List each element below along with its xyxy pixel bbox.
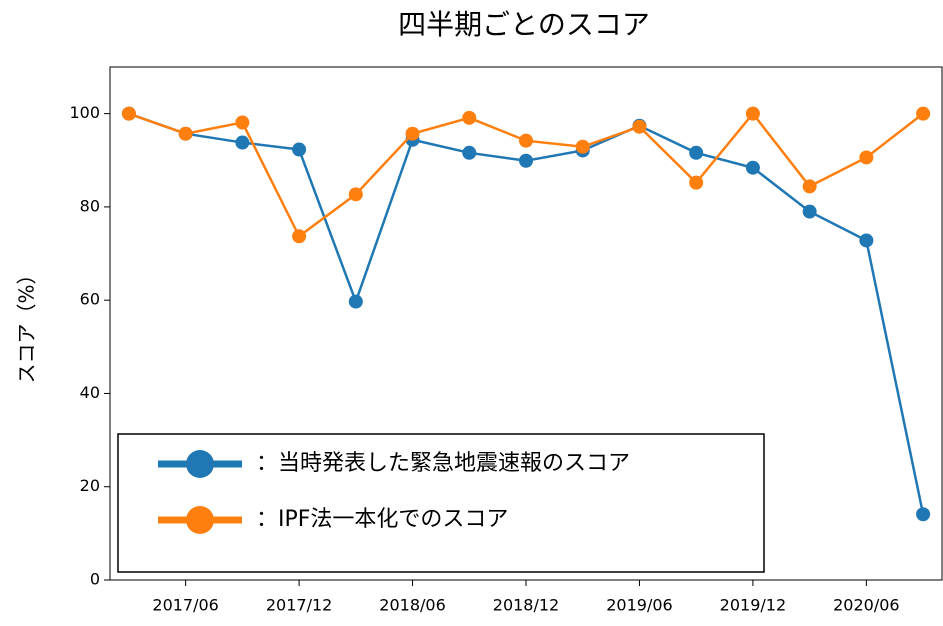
- chart-title: 四半期ごとのスコア: [398, 8, 650, 41]
- point: [745, 160, 760, 175]
- x-tick-label: 2019/06: [606, 596, 672, 615]
- x-tick-label: 2020/06: [833, 596, 899, 615]
- point: [859, 150, 874, 165]
- point: [235, 135, 250, 150]
- legend-label: ：当時発表した緊急地震速報のスコア: [256, 451, 630, 476]
- legend-box: [117, 433, 765, 573]
- point: [916, 507, 931, 522]
- point: [292, 142, 307, 157]
- y-tick-label: 80: [80, 196, 100, 215]
- legend-marker: [186, 506, 214, 534]
- point: [462, 145, 477, 160]
- y-axis-label: スコア（%）: [15, 264, 39, 383]
- point: [802, 204, 817, 219]
- point: [575, 139, 590, 154]
- point: [859, 233, 874, 248]
- y-tick-label: 0: [90, 570, 100, 589]
- point: [802, 179, 817, 194]
- x-tick-label: 2017/12: [266, 596, 332, 615]
- plot-frame: [109, 66, 943, 581]
- point: [178, 126, 193, 141]
- point: [348, 187, 363, 202]
- x-tick-label: 2017/06: [152, 596, 218, 615]
- point: [121, 106, 136, 121]
- x-tick-label: 2019/12: [720, 596, 786, 615]
- point: [292, 229, 307, 244]
- point: [519, 133, 533, 148]
- point: [235, 115, 250, 130]
- y-tick-label: 40: [80, 383, 100, 402]
- point: [689, 145, 704, 160]
- y-tick-label: 20: [80, 476, 100, 495]
- point: [632, 119, 647, 134]
- point: [745, 106, 760, 121]
- point: [689, 175, 704, 190]
- x-tick-label: 2018/12: [493, 596, 559, 615]
- y-tick-label: 60: [80, 290, 100, 309]
- legend-marker: [186, 450, 214, 478]
- point: [519, 153, 533, 168]
- point: [916, 106, 931, 121]
- point: [462, 110, 477, 125]
- series-line: [128, 111, 924, 239]
- x-tick-label: 2018/06: [379, 596, 445, 615]
- point: [348, 294, 363, 309]
- legend-label: ：IPF法一本化でのスコア: [256, 507, 508, 532]
- point: [405, 126, 420, 141]
- y-tick-label: 100: [69, 103, 100, 122]
